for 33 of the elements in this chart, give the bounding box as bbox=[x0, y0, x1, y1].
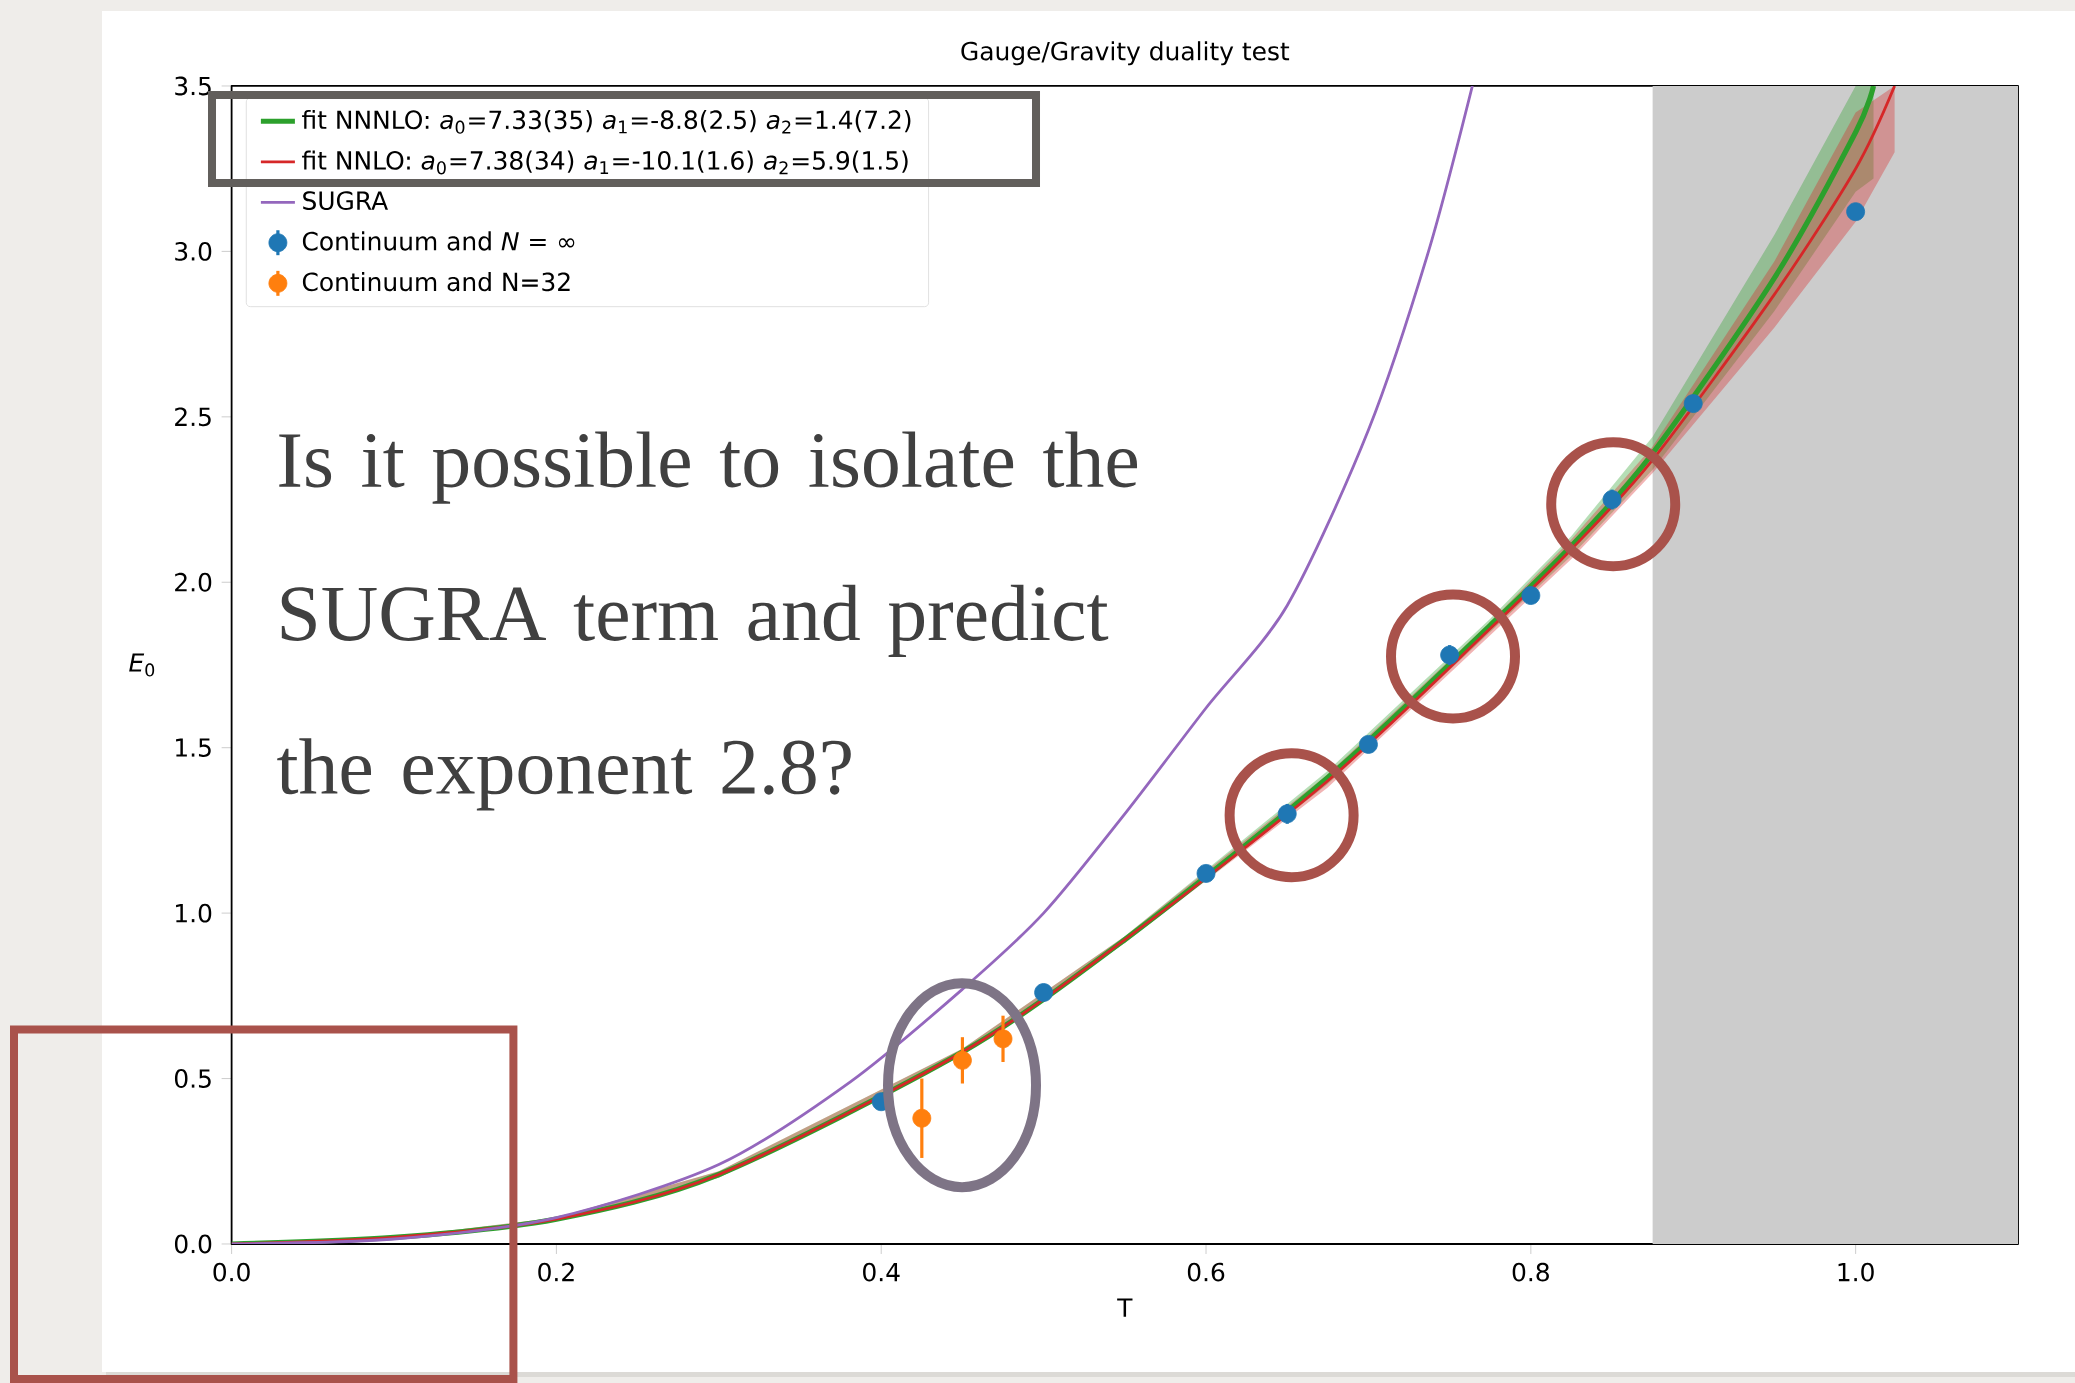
x-tick-label: 0.0 bbox=[213, 1262, 250, 1282]
x-tick-label: 0.8 bbox=[1512, 1262, 1549, 1282]
x-tick-label: 0.4 bbox=[863, 1262, 900, 1282]
legend-label: Continuum and N=32 bbox=[302, 272, 570, 292]
y-tick-label: 1.5 bbox=[176, 738, 211, 757]
y-tick-label: 0.5 bbox=[174, 1069, 211, 1088]
x-tick-label: 0.2 bbox=[538, 1262, 574, 1282]
x-tick-label: 0.6 bbox=[1187, 1262, 1225, 1282]
point bbox=[953, 1050, 972, 1070]
point bbox=[1034, 983, 1054, 1002]
annotation: Is it possible to isolate the SUGRA term and predict the exponent 2.8? bbox=[277, 431, 1138, 811]
point bbox=[1196, 864, 1216, 883]
x-tick-label: 1.0 bbox=[1838, 1262, 1874, 1282]
text: fit NNNLO: a$_{0}$=7.33(35) a$_{1}$=-8.8(2.5) a$_{2}$=1.4(7.2) bbox=[302, 109, 911, 134]
y-tick-label: 0.0 bbox=[174, 1234, 212, 1254]
line-series bbox=[231, 85, 1474, 1244]
chart-title: Gauge/Gravity duality test bbox=[961, 41, 1290, 66]
y-tick-label: 3.5 bbox=[175, 76, 211, 96]
y-tick-label: 2.0 bbox=[175, 572, 212, 592]
point bbox=[993, 1029, 1013, 1049]
y-tick-label: 3.0 bbox=[175, 241, 212, 261]
point bbox=[1683, 394, 1703, 413]
text: fit NNLO: a$_{0}$=7.38(34) a$_{1}$=-10.1(1.6) a$_{2}$=5.9(1.5) bbox=[302, 150, 908, 175]
point bbox=[1521, 586, 1541, 605]
x-axis-title: T bbox=[1117, 1298, 1133, 1317]
point bbox=[912, 1108, 932, 1128]
y-axis-title: E$_{0}$ bbox=[129, 653, 155, 677]
point bbox=[1359, 734, 1378, 754]
y-tick-label: 1.0 bbox=[176, 903, 212, 923]
point bbox=[1846, 202, 1866, 222]
legend-label: Continuum and N = ∞ bbox=[302, 231, 575, 251]
legend-label: SUGRA bbox=[303, 191, 388, 211]
y-tick-label: 2.5 bbox=[175, 407, 211, 427]
